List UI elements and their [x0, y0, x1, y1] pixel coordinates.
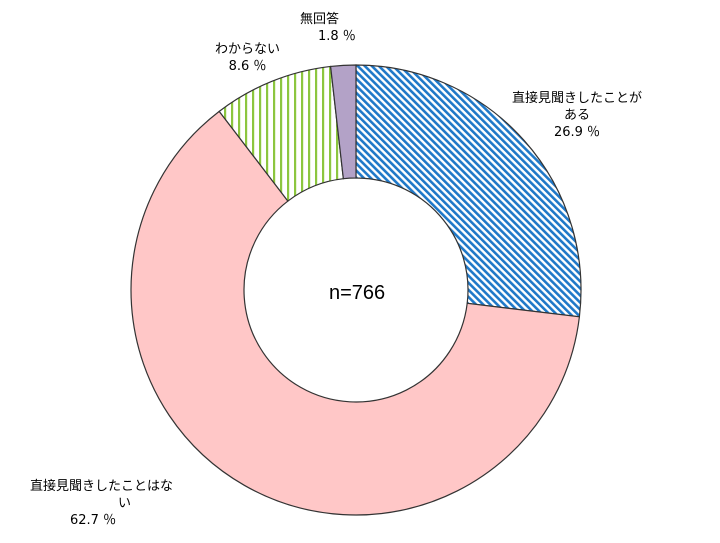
- slice-group: [130, 64, 582, 516]
- slice-label-line: 直接見聞きしたことはな: [30, 479, 174, 494]
- slice-label-no-answer: 無回答 1.8 ％: [300, 11, 356, 45]
- sample-size-label: n=766: [329, 282, 386, 304]
- slice-value-label: 62.7 ％: [70, 513, 117, 528]
- slice-value-label: 26.9 ％: [553, 125, 601, 140]
- slice-not-seen: [130, 110, 581, 516]
- slice-value-label: 8.6 ％: [228, 59, 267, 74]
- slice-label-unknown: わからない 8.6 ％: [215, 41, 280, 75]
- slice-label-line: 無回答: [300, 12, 340, 27]
- slice-value-label: 1.8 ％: [318, 29, 356, 44]
- slice-label-not-seen: 直接見聞きしたことはな い 62.7 ％: [30, 478, 173, 529]
- slice-label-line: わからない: [215, 42, 281, 57]
- slice-label-seen: 直接見聞きしたことが ある 26.9 ％: [512, 90, 642, 141]
- slice-label-line: い: [118, 496, 132, 511]
- slice-label-line: ある: [564, 108, 591, 123]
- slice-no-answer: [329, 64, 357, 180]
- slice-seen: [355, 64, 582, 318]
- slice-label-line: 直接見聞きしたことが: [512, 91, 643, 106]
